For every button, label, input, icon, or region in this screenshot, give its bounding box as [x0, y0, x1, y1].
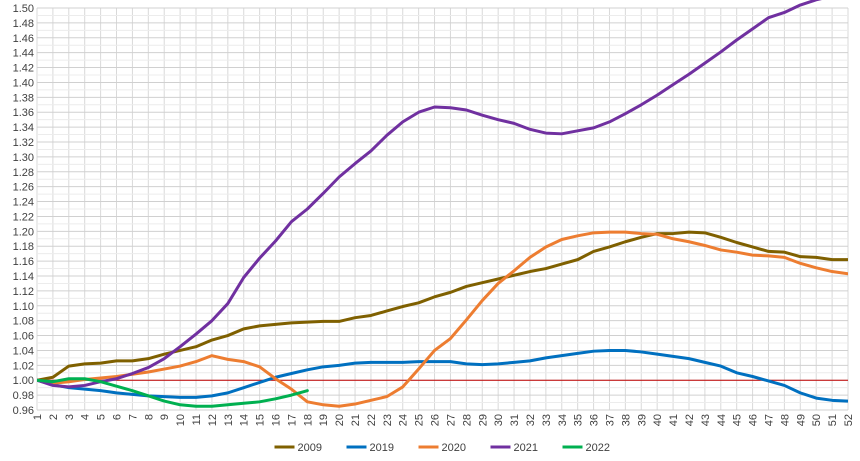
- y-tick-label: 1.12: [13, 286, 34, 298]
- y-tick-label: 1.26: [13, 182, 34, 194]
- x-tick-label: 10: [175, 414, 187, 426]
- x-tick-label: 1: [32, 414, 44, 420]
- x-tick-label: 38: [620, 414, 632, 426]
- x-tick-label: 20: [334, 414, 346, 426]
- x-tick-label: 35: [573, 414, 585, 426]
- y-tick-label: 1.08: [13, 316, 34, 328]
- y-tick-label: 1.46: [13, 33, 34, 45]
- x-tick-label: 24: [398, 414, 410, 426]
- x-tick-label: 2: [48, 414, 60, 420]
- y-tick-label: 1.14: [13, 271, 34, 283]
- y-tick-label: 1.48: [13, 18, 34, 30]
- x-tick-label: 17: [286, 414, 298, 426]
- y-tick-label: 1.40: [13, 77, 34, 89]
- y-tick-label: 1.04: [13, 345, 34, 357]
- x-tick-label: 41: [668, 414, 680, 426]
- legend-label-2020: 2020: [442, 442, 466, 454]
- x-tick-label: 45: [732, 414, 744, 426]
- x-tick-label: 42: [684, 414, 696, 426]
- y-tick-label: 1.24: [13, 197, 34, 209]
- x-tick-label: 46: [748, 414, 760, 426]
- x-tick-label: 12: [207, 414, 219, 426]
- x-tick-label: 51: [827, 414, 839, 426]
- series-line-2021: [37, 0, 822, 389]
- x-tick-label: 4: [80, 414, 92, 420]
- x-tick-label: 28: [461, 414, 473, 426]
- series-line-2019: [37, 348, 848, 403]
- x-tick-label: 3: [64, 414, 76, 420]
- series-line-2020: [37, 230, 848, 408]
- x-tick-label: 33: [541, 414, 553, 426]
- y-tick-label: 1.38: [13, 92, 34, 104]
- x-tick-label: 37: [604, 414, 616, 426]
- x-tick-label: 29: [477, 414, 489, 426]
- x-tick-label: 9: [159, 414, 171, 420]
- legend-label-2022: 2022: [586, 442, 610, 454]
- series-layer: [37, 0, 848, 408]
- x-tick-label: 26: [430, 414, 442, 426]
- y-tick-label: 1.42: [13, 63, 34, 75]
- y-tick-label: 1.44: [13, 48, 34, 60]
- x-tick-label: 23: [382, 414, 394, 426]
- x-tick-label: 19: [318, 414, 330, 426]
- y-tick-label: 1.18: [13, 241, 34, 253]
- x-tick-label: 21: [350, 414, 362, 426]
- x-tick-label: 14: [239, 414, 251, 426]
- x-tick-label: 15: [255, 414, 267, 426]
- y-axis-tick-labels: 0.96 0.98 1.00 1.02 1.04 1.06 1.08 1.10 1.12 1.14…: [13, 3, 34, 417]
- y-tick-label: 1.34: [13, 122, 34, 134]
- x-tick-label: 30: [493, 414, 505, 426]
- y-tick-label: 1.28: [13, 167, 34, 179]
- x-tick-label: 48: [779, 414, 791, 426]
- x-tick-label: 16: [271, 414, 283, 426]
- y-tick-label: 1.06: [13, 331, 34, 343]
- legend-label-2009: 2009: [298, 442, 322, 454]
- x-tick-label: 40: [652, 414, 664, 426]
- y-tick-label: 1.00: [13, 375, 34, 387]
- x-tick-label: 7: [127, 414, 139, 420]
- x-tick-label: 43: [700, 414, 712, 426]
- y-tick-label: 0.96: [13, 405, 34, 417]
- y-tick-label: 1.20: [13, 226, 34, 238]
- x-tick-label: 25: [414, 414, 426, 426]
- legend-label-2021: 2021: [514, 442, 538, 454]
- y-tick-label: 1.30: [13, 152, 34, 164]
- y-tick-label: 1.32: [13, 137, 34, 149]
- legend: 2009 2019 2020 2021 2022: [274, 442, 610, 454]
- x-axis-tick-labels: 1 2 3 4 5 6 7 8 9 10 11 12 13 14 15 16 17 18 19 20 21 22 23 24 2…: [32, 414, 855, 426]
- series-line-2022: [37, 377, 309, 408]
- x-tick-label: 27: [445, 414, 457, 426]
- x-tick-label: 11: [191, 414, 203, 425]
- x-tick-label: 31: [509, 414, 521, 426]
- x-tick-label: 49: [795, 414, 807, 426]
- legend-label-2019: 2019: [370, 442, 394, 454]
- x-tick-label: 44: [716, 414, 728, 426]
- x-tick-label: 39: [636, 414, 648, 426]
- y-tick-label: 1.36: [13, 107, 34, 119]
- x-tick-label: 18: [302, 414, 314, 426]
- x-tick-label: 5: [96, 414, 108, 420]
- x-tick-label: 52: [843, 414, 855, 426]
- y-tick-label: 1.10: [13, 301, 34, 313]
- horizontal-gridlines: [37, 7, 848, 411]
- y-tick-label: 0.98: [13, 390, 34, 402]
- x-tick-label: 34: [557, 414, 569, 426]
- x-tick-label: 47: [763, 414, 775, 426]
- x-tick-label: 6: [112, 414, 124, 420]
- x-tick-label: 50: [811, 414, 823, 426]
- y-tick-label: 1.22: [13, 211, 34, 223]
- x-tick-label: 13: [223, 414, 235, 426]
- y-tick-label: 1.02: [13, 360, 34, 372]
- y-tick-label: 1.16: [13, 256, 34, 268]
- y-tick-label: 1.50: [13, 3, 34, 15]
- x-tick-label: 8: [143, 414, 155, 420]
- x-tick-label: 32: [525, 414, 537, 426]
- x-tick-label: 36: [589, 414, 601, 426]
- x-tick-label: 22: [366, 414, 378, 426]
